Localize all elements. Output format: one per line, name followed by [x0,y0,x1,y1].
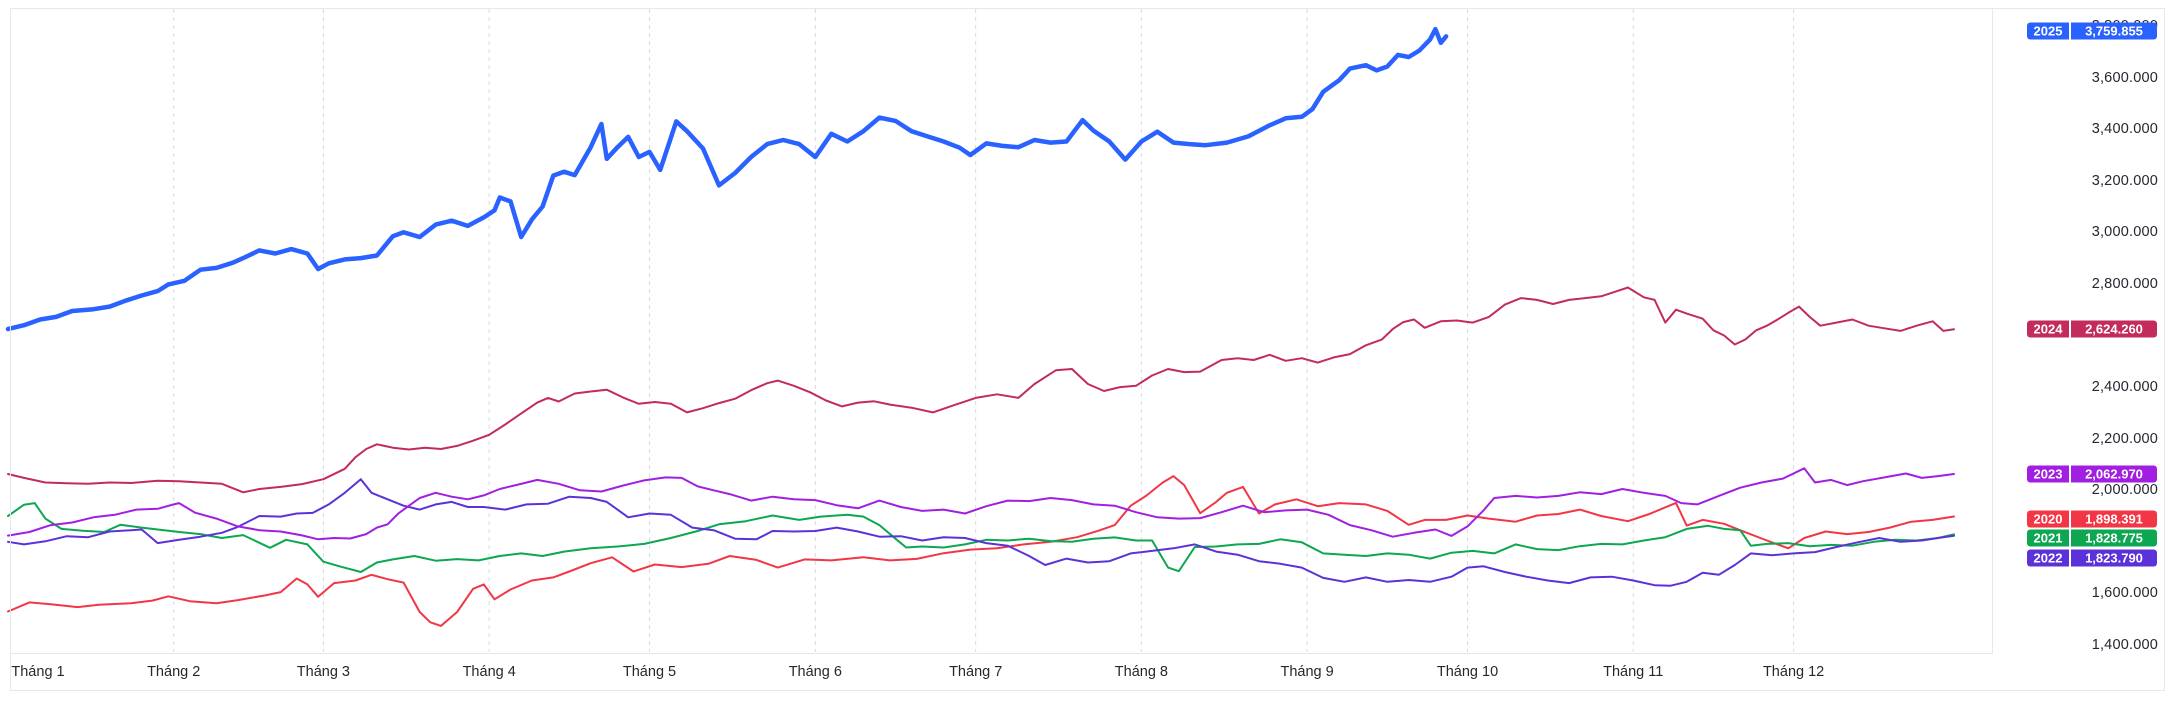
time-axis-label: Tháng 5 [622,664,677,680]
time-axis-label: Tháng 7 [949,664,1003,680]
time-axis-label: Tháng 2 [147,664,201,680]
badge-value-label: 1,898.391 [2071,510,2157,527]
price-axis-label: 2,400.000 [2091,379,2158,396]
badge-divider [2069,22,2071,40]
time-axis-label: Tháng 6 [788,664,842,680]
price-line-2021[interactable] [7,502,1955,573]
badge-divider [2069,510,2071,527]
badge-divider [2069,320,2071,338]
badge-value-label: 3,759.855 [2071,22,2157,40]
badge-year-label: 2024 [2027,320,2069,338]
price-line-2024[interactable] [7,286,1955,494]
price-line-2020[interactable] [7,475,1955,627]
time-axis-label: Tháng 9 [1280,664,1334,680]
badge-year-label: 2022 [2027,549,2069,567]
time-axis-label: Tháng 11 [1603,664,1664,680]
time-axis-label: Tháng 4 [462,664,516,680]
price-axis-label: 1,400.000 [2091,637,2158,653]
badge-divider [2069,465,2071,483]
price-axis-label: 2,800.000 [2091,275,2158,292]
price-axis-label: 3,200.000 [2091,172,2158,189]
price-axis-label: 3,400.000 [2091,121,2158,138]
price-badge-2021: 2021 1,828.775 [2027,529,2157,547]
frame-border [10,8,2165,9]
price-axis-label: 2,200.000 [2091,430,2158,447]
time-axis-label: Tháng 10 [1436,664,1499,680]
time-axis-label: Tháng 1 [11,664,65,680]
badge-value-label: 1,823.790 [2071,549,2157,567]
time-axis-label: Tháng 12 [1762,664,1825,680]
badge-year-label: 2021 [2027,529,2069,547]
badge-year-label: 2025 [2027,22,2069,40]
price-badge-2024: 2024 2,624.260 [2027,320,2157,338]
badge-value-label: 2,624.260 [2071,320,2157,338]
badge-year-label: 2020 [2027,510,2069,527]
price-line-2022[interactable] [7,478,1955,587]
price-line-2023[interactable] [7,467,1955,541]
badge-year-label: 2023 [2027,465,2069,483]
frame-border [1992,8,1993,654]
badge-divider [2069,549,2071,567]
badge-value-label: 2,062.970 [2071,465,2157,483]
price-axis-label: 3,600.000 [2091,69,2158,86]
price-line-2025[interactable] [5,26,1449,332]
frame-border [10,8,11,691]
price-axis-label: 3,000.000 [2091,224,2158,241]
time-axis-label: Tháng 3 [296,664,350,680]
price-badge-2023: 2023 2,062.970 [2027,465,2157,483]
price-badge-2020: 2020 1,898.391 [2027,510,2157,527]
time-axis-label: Tháng 8 [1114,664,1168,680]
price-badge-2025: 2025 3,759.855 [2027,22,2157,40]
price-axis-label: 2,000.000 [2091,482,2158,499]
frame-border [2164,8,2165,691]
price-axis-label: 1,600.000 [2091,585,2158,602]
frame-border [10,653,1993,654]
price-badge-2022: 2022 1,823.790 [2027,549,2157,567]
badge-value-label: 1,828.775 [2071,529,2157,547]
badge-divider [2069,529,2071,547]
frame-border [10,690,2165,691]
